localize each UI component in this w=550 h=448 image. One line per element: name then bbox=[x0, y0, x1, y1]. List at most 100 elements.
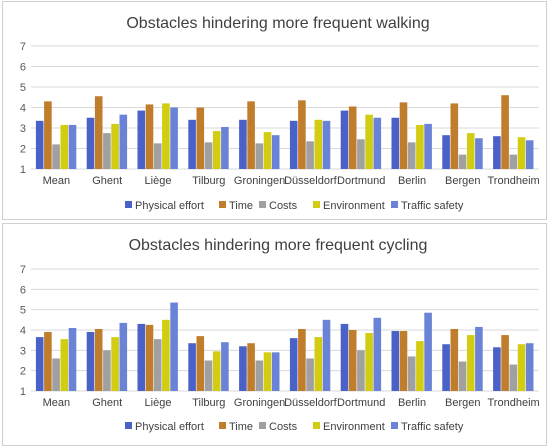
legend-swatch-physical-effort bbox=[125, 201, 132, 208]
bar-physical-effort-mean bbox=[35, 337, 44, 391]
category-label: Liège bbox=[145, 397, 172, 409]
bar-costs-ghent bbox=[103, 133, 111, 169]
bar-physical-effort-liege bbox=[137, 110, 146, 169]
legend-swatch-costs bbox=[259, 201, 266, 208]
bar-time-mean bbox=[44, 101, 52, 169]
bar-costs-groningen bbox=[255, 143, 264, 169]
legend-label-costs: Costs bbox=[269, 200, 298, 212]
y-tick-label: 1 bbox=[20, 164, 26, 176]
y-tick-label: 1 bbox=[20, 386, 26, 398]
bar-environment-groningen bbox=[263, 352, 272, 391]
legend-swatch-costs bbox=[259, 422, 266, 429]
bar-physical-effort-trondheim bbox=[493, 347, 501, 391]
bar-costs-groningen bbox=[255, 360, 264, 391]
bar-traffic-safety-ghent bbox=[119, 322, 128, 391]
bar-costs-bergen bbox=[458, 361, 467, 391]
legend-label-time: Time bbox=[229, 200, 253, 212]
bar-physical-effort-bergen bbox=[442, 344, 450, 391]
legend-swatch-environment bbox=[313, 201, 320, 208]
bar-environment-dusseldorf bbox=[314, 119, 323, 169]
legend-swatch-traffic-safety bbox=[391, 422, 398, 429]
y-tick-label: 3 bbox=[20, 345, 26, 357]
bar-costs-trondheim bbox=[509, 364, 518, 391]
bar-time-berlin bbox=[399, 102, 408, 169]
bar-costs-tilburg bbox=[204, 142, 213, 169]
y-tick-label: 6 bbox=[20, 62, 26, 74]
bar-environment-trondheim bbox=[517, 344, 526, 391]
bar-costs-liege bbox=[153, 339, 162, 391]
category-label: Dortmund bbox=[337, 397, 385, 409]
category-label: Trondheim bbox=[488, 397, 540, 409]
bar-costs-tilburg bbox=[204, 360, 213, 391]
bar-time-trondheim bbox=[501, 335, 509, 391]
bar-physical-effort-groningen bbox=[239, 119, 247, 169]
y-tick-label: 2 bbox=[20, 366, 26, 378]
legend-label-traffic-safety: Traffic safety bbox=[401, 200, 464, 212]
bar-environment-mean bbox=[60, 339, 69, 391]
bar-environment-berlin bbox=[416, 124, 424, 169]
y-tick-label: 7 bbox=[20, 41, 26, 53]
bar-traffic-safety-trondheim bbox=[525, 343, 534, 391]
category-label: Tilburg bbox=[192, 175, 225, 187]
bar-traffic-safety-mean bbox=[68, 124, 77, 169]
category-label: Düsseldorf bbox=[284, 397, 338, 409]
walking-chart: Obstacles hindering more frequent walkin… bbox=[20, 15, 540, 212]
bar-time-liege bbox=[145, 104, 154, 169]
category-label: Dortmund bbox=[337, 175, 385, 187]
bar-time-tilburg bbox=[196, 107, 205, 169]
legend-swatch-environment bbox=[313, 422, 320, 429]
legend-label-environment: Environment bbox=[323, 200, 385, 212]
bar-physical-effort-tilburg bbox=[188, 119, 196, 169]
category-label: Groningen bbox=[234, 175, 285, 187]
category-label: Mean bbox=[43, 175, 71, 187]
legend-swatch-time bbox=[219, 422, 226, 429]
bar-environment-ghent bbox=[111, 123, 119, 169]
bar-physical-effort-trondheim bbox=[493, 136, 501, 169]
bar-physical-effort-dortmund bbox=[340, 110, 349, 169]
bar-traffic-safety-tilburg bbox=[221, 342, 229, 391]
y-tick-label: 4 bbox=[20, 103, 26, 115]
bar-costs-dusseldorf bbox=[306, 141, 314, 169]
bar-traffic-safety-berlin bbox=[424, 123, 432, 169]
bar-costs-dortmund bbox=[357, 350, 365, 391]
y-tick-label: 6 bbox=[20, 284, 26, 296]
bar-time-groningen bbox=[247, 101, 255, 169]
bar-physical-effort-tilburg bbox=[188, 343, 196, 391]
y-tick-label: 5 bbox=[20, 305, 26, 317]
bar-physical-effort-groningen bbox=[239, 346, 247, 391]
y-tick-label: 5 bbox=[20, 82, 26, 94]
bar-physical-effort-ghent bbox=[86, 332, 95, 391]
bar-time-trondheim bbox=[501, 95, 509, 169]
bar-physical-effort-dusseldorf bbox=[289, 120, 298, 169]
bar-environment-liege bbox=[162, 103, 170, 169]
bar-time-mean bbox=[44, 332, 52, 391]
category-label: Tilburg bbox=[192, 397, 225, 409]
bar-time-dortmund bbox=[348, 106, 357, 169]
bar-time-dortmund bbox=[348, 330, 357, 391]
bar-environment-groningen bbox=[263, 132, 272, 169]
bar-time-liege bbox=[145, 324, 154, 391]
bar-costs-berlin bbox=[407, 142, 416, 169]
category-label: Liège bbox=[145, 175, 172, 187]
bar-costs-mean bbox=[52, 144, 60, 169]
bar-costs-dortmund bbox=[357, 139, 365, 169]
legend-swatch-traffic-safety bbox=[391, 201, 398, 208]
bar-environment-dusseldorf bbox=[314, 337, 323, 391]
bar-environment-berlin bbox=[416, 341, 424, 391]
category-label: Ghent bbox=[92, 175, 122, 187]
bar-traffic-safety-trondheim bbox=[525, 140, 534, 169]
category-label: Mean bbox=[43, 397, 71, 409]
bar-environment-dortmund bbox=[365, 114, 373, 169]
bar-time-bergen bbox=[450, 103, 459, 169]
bar-traffic-safety-dortmund bbox=[373, 117, 382, 169]
legend-label-time: Time bbox=[229, 421, 253, 433]
bar-physical-effort-liege bbox=[137, 323, 146, 391]
chart-title: Obstacles hindering more frequent cyclin… bbox=[129, 237, 428, 254]
bar-traffic-safety-groningen bbox=[271, 352, 280, 391]
bar-time-berlin bbox=[399, 331, 408, 391]
category-label: Bergen bbox=[445, 175, 480, 187]
bar-physical-effort-berlin bbox=[391, 117, 400, 169]
bar-traffic-safety-bergen bbox=[475, 326, 483, 391]
bar-environment-ghent bbox=[111, 337, 119, 391]
bar-traffic-safety-berlin bbox=[424, 312, 432, 391]
